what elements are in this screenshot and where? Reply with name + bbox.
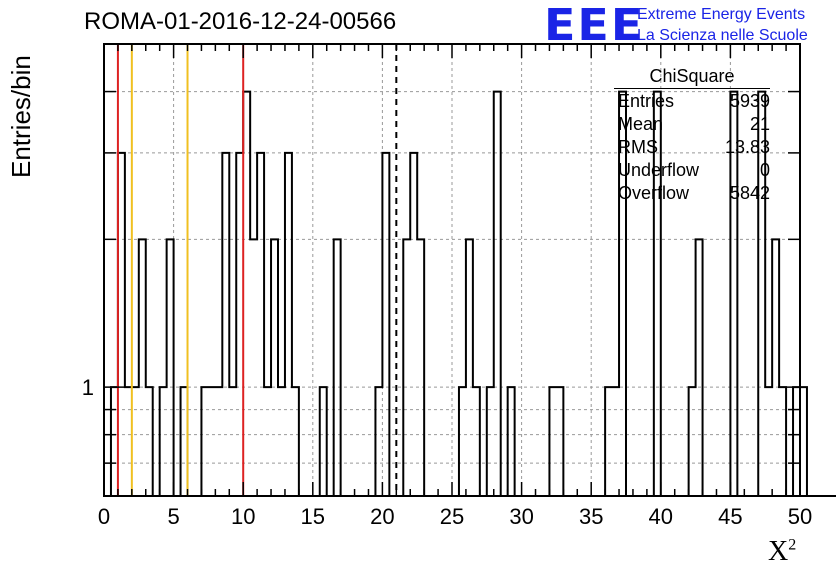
stats-label: Overflow <box>618 183 690 203</box>
stats-value: 5939 <box>729 91 770 111</box>
histogram-bin <box>793 387 800 496</box>
histogram-bin <box>243 92 250 496</box>
histogram-bin <box>320 387 327 496</box>
stats-label: Entries <box>618 91 675 111</box>
histogram-bin <box>403 239 410 496</box>
histogram-bin <box>250 239 257 496</box>
histogram-bin <box>271 239 278 496</box>
stats-row-overflow: Overflow 5842 <box>610 182 770 205</box>
x-tick-label: 10 <box>231 504 255 529</box>
x-tick-label: 35 <box>579 504 603 529</box>
stats-row-entries: Entries 5939 <box>610 90 770 113</box>
y-axis-label: Entries/bin <box>6 55 36 178</box>
stats-value: 21 <box>749 114 770 134</box>
logo-line-2: La Scienza nelle Scuole <box>637 27 808 44</box>
histogram-bin <box>257 153 264 496</box>
x-axis-label-exponent: 2 <box>788 536 797 554</box>
x-tick-label: 45 <box>718 504 742 529</box>
histogram-bin <box>160 387 167 496</box>
histogram-bin <box>201 387 208 496</box>
histogram-bin <box>125 387 132 496</box>
y-tick-label: 1 <box>82 375 94 400</box>
histogram-bin <box>118 153 125 496</box>
chart-title: ROMA-01-2016-12-24-00566 <box>84 8 397 35</box>
histogram-bin <box>132 387 139 496</box>
histogram-bin <box>549 387 556 496</box>
x-tick-label: 50 <box>788 504 812 529</box>
histogram-bin <box>779 387 786 496</box>
histogram-bin <box>772 239 779 496</box>
histogram-bin <box>285 153 292 496</box>
histogram-bin <box>459 387 466 496</box>
histogram-bin <box>167 239 174 496</box>
eee-logo: EEE <box>544 0 645 51</box>
histogram-bin <box>208 387 215 496</box>
x-tick-label: 5 <box>167 504 179 529</box>
x-tick-label: 30 <box>509 504 533 529</box>
histogram-bin <box>292 387 299 496</box>
histogram-bin <box>466 239 473 496</box>
histogram-bin <box>139 239 146 496</box>
histogram-bin <box>278 387 285 496</box>
stats-box: ChiSquare Entries 5939 Mean 21 RMS 13.83… <box>610 66 770 205</box>
stats-row-rms: RMS 13.83 <box>610 136 770 159</box>
histogram-bin <box>605 387 612 496</box>
histogram-bin <box>229 387 236 496</box>
histogram-bin <box>473 387 480 496</box>
stats-row-underflow: Underflow 0 <box>610 159 770 182</box>
logo-caption: Extreme Energy Events La Scienza nelle S… <box>637 4 808 46</box>
histogram-bin <box>222 153 229 496</box>
histogram-bin <box>334 239 341 496</box>
stats-value: 0 <box>759 160 770 180</box>
histogram-bin <box>215 387 222 496</box>
x-tick-label: 40 <box>649 504 673 529</box>
histogram-bin <box>508 387 515 496</box>
histogram-bin <box>612 387 619 496</box>
histogram-bin <box>417 239 424 496</box>
stats-row-mean: Mean 21 <box>610 113 770 136</box>
stats-label: Mean <box>618 114 664 134</box>
x-tick-label: 0 <box>98 504 110 529</box>
stats-value: 5842 <box>729 183 770 203</box>
stats-label: Underflow <box>618 160 700 180</box>
histogram-bin <box>800 387 807 496</box>
x-axis-label: X2 <box>768 536 796 568</box>
histogram-bin <box>146 387 153 496</box>
x-axis-label-base: X <box>768 536 789 567</box>
x-tick-label: 15 <box>301 504 325 529</box>
histogram-bin <box>236 153 243 496</box>
histogram-bin <box>264 387 271 496</box>
x-tick-label: 20 <box>370 504 394 529</box>
histogram-bin <box>181 387 188 496</box>
stats-title: ChiSquare <box>614 66 770 89</box>
logo-line-1: Extreme Energy Events <box>637 6 806 23</box>
stats-value: 13.83 <box>724 137 770 157</box>
histogram-bin <box>765 387 772 496</box>
stats-label: RMS <box>618 137 658 157</box>
histogram-bin <box>382 153 389 496</box>
histogram-bin <box>494 92 501 496</box>
histogram-bin <box>696 239 703 496</box>
histogram-bin <box>487 387 494 496</box>
histogram-bin <box>556 387 563 496</box>
histogram-bin <box>111 387 118 496</box>
histogram-bin <box>410 153 417 496</box>
histogram-bin <box>375 387 382 496</box>
x-tick-label: 25 <box>440 504 464 529</box>
histogram-bin <box>689 387 696 496</box>
